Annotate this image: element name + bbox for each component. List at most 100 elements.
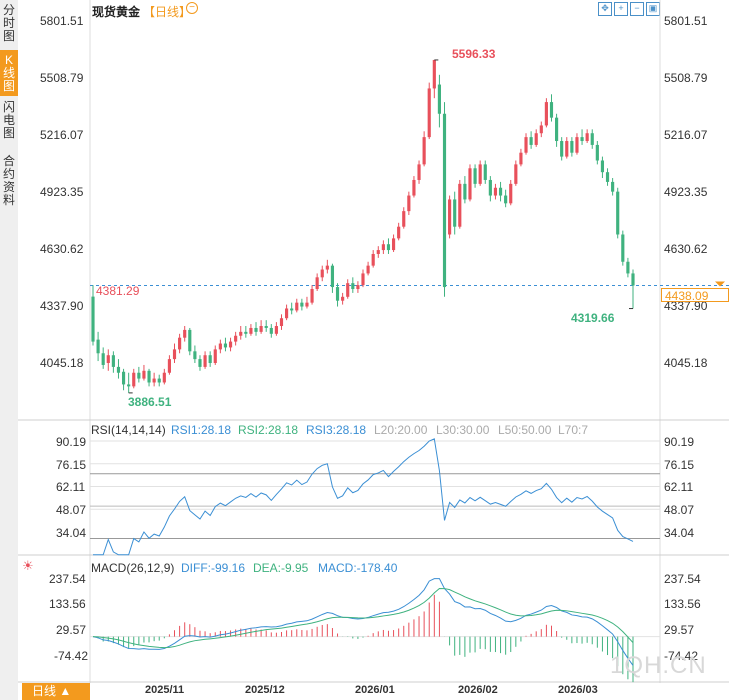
- right-price-tick: 5801.51: [664, 14, 708, 28]
- candle-body: [259, 326, 263, 332]
- candle-body: [509, 183, 513, 204]
- candle-body: [295, 302, 299, 311]
- candle-body: [152, 378, 156, 383]
- candle-body: [631, 273, 635, 286]
- date-tick: 2026/02: [458, 684, 498, 696]
- period-select-button[interactable]: 日线 ▲: [22, 683, 90, 700]
- candle-body: [167, 359, 171, 373]
- candle-body: [366, 265, 370, 274]
- candle-body: [111, 355, 115, 367]
- tab-flash-chart-label: 闪电图: [2, 100, 15, 140]
- candle-body: [203, 355, 207, 367]
- macd-left-tick: 29.57: [56, 623, 87, 637]
- right-price-tick: 5508.79: [664, 71, 708, 85]
- tab-kline-chart[interactable]: K线图: [0, 50, 18, 96]
- candle-body: [585, 133, 589, 142]
- zoom-out-icon[interactable]: −: [630, 2, 644, 16]
- candle-body: [137, 372, 141, 379]
- candle-body: [468, 168, 472, 200]
- candle-body: [570, 141, 574, 153]
- candle-body: [188, 329, 192, 352]
- rsi-right-tick: 48.07: [664, 503, 695, 517]
- candle-body: [534, 133, 538, 145]
- candle-body: [381, 244, 385, 251]
- tab-time-chart[interactable]: 分时图: [0, 4, 18, 47]
- collapse-icon[interactable]: −: [186, 2, 198, 14]
- current-price-tag: 4438.09: [661, 288, 729, 303]
- candle-body: [498, 187, 503, 196]
- expand-icon[interactable]: ✥: [598, 2, 612, 16]
- macd-dea-value: DEA:-9.95: [253, 561, 309, 575]
- candle-body: [611, 181, 615, 192]
- candle-body: [264, 326, 268, 328]
- tab-contract-info[interactable]: 合约资料: [0, 155, 18, 213]
- candle-body: [473, 168, 477, 184]
- candle-body: [325, 265, 329, 270]
- left-price-tick: 5508.79: [40, 71, 84, 85]
- candle-body: [493, 187, 498, 196]
- candle-body: [269, 327, 273, 334]
- macd-title: MACD(26,12,9): [91, 561, 175, 575]
- candle-body: [218, 343, 222, 350]
- tab-flash-chart[interactable]: 闪电图: [0, 101, 18, 147]
- candle-body: [315, 277, 319, 290]
- candle-body: [310, 289, 314, 303]
- zoom-in-icon[interactable]: +: [614, 2, 628, 16]
- macd-hist-value: MACD:-178.40: [318, 561, 398, 575]
- candle-body: [407, 195, 411, 212]
- macd-right-tick: -74.42: [664, 649, 699, 663]
- rsi-l30: L30:30.00: [436, 423, 490, 437]
- macd-left-tick: -74.42: [54, 649, 89, 663]
- recent-low-label: 4319.66: [571, 311, 615, 325]
- candle-body: [549, 102, 554, 118]
- candle-body: [290, 308, 294, 311]
- rsi-title: RSI(14,14,14): [91, 423, 166, 437]
- candle-body: [305, 302, 309, 307]
- rsi-right-tick: 62.11: [664, 480, 694, 494]
- candle-body: [254, 327, 258, 332]
- candle-body: [555, 117, 559, 142]
- settings-sun-icon[interactable]: ☀: [22, 558, 34, 573]
- candle-body: [463, 183, 467, 200]
- candle-body: [600, 160, 605, 173]
- sidebar: 分时图 K线图 闪电图 合约资料: [0, 0, 18, 700]
- rsi-right-tick: 34.04: [664, 526, 695, 540]
- macd-dea-line: [92, 588, 634, 649]
- current-price-marker: [715, 281, 725, 287]
- candle-body: [391, 238, 396, 251]
- candle-body: [397, 226, 401, 239]
- candle-body: [244, 331, 248, 334]
- candle-body: [91, 296, 95, 342]
- candle-body: [285, 308, 289, 319]
- rsi-l70: L70:7: [558, 423, 589, 437]
- candle-body: [565, 141, 569, 157]
- candle-body: [361, 273, 365, 286]
- candle-body: [524, 137, 528, 153]
- rsi1-value: RSI1:28.18: [171, 423, 232, 437]
- candle-body: [417, 164, 421, 180]
- candle-body: [519, 152, 523, 165]
- left-price-tick: 4923.35: [40, 185, 84, 199]
- candle-body: [458, 183, 462, 227]
- candle-body: [249, 327, 253, 334]
- date-tick: 2026/03: [558, 684, 598, 696]
- candle-body: [412, 179, 416, 196]
- right-price-tick: 4630.62: [664, 242, 708, 256]
- candle-body: [142, 370, 146, 379]
- candle-body: [178, 337, 182, 350]
- macd-right-tick: 29.57: [664, 623, 695, 637]
- candle-body: [544, 102, 548, 126]
- candle-body: [208, 355, 212, 364]
- left-price-tick: 4630.62: [40, 242, 84, 256]
- candle-body: [127, 384, 131, 387]
- candle-body: [183, 329, 187, 338]
- candle-body: [621, 234, 625, 262]
- candle-body: [427, 88, 431, 138]
- candle-body: [453, 199, 457, 227]
- candle-body: [386, 244, 391, 251]
- candle-body: [116, 366, 121, 373]
- candle-body: [132, 372, 136, 387]
- candle-body: [488, 179, 492, 196]
- candle-body: [234, 335, 238, 342]
